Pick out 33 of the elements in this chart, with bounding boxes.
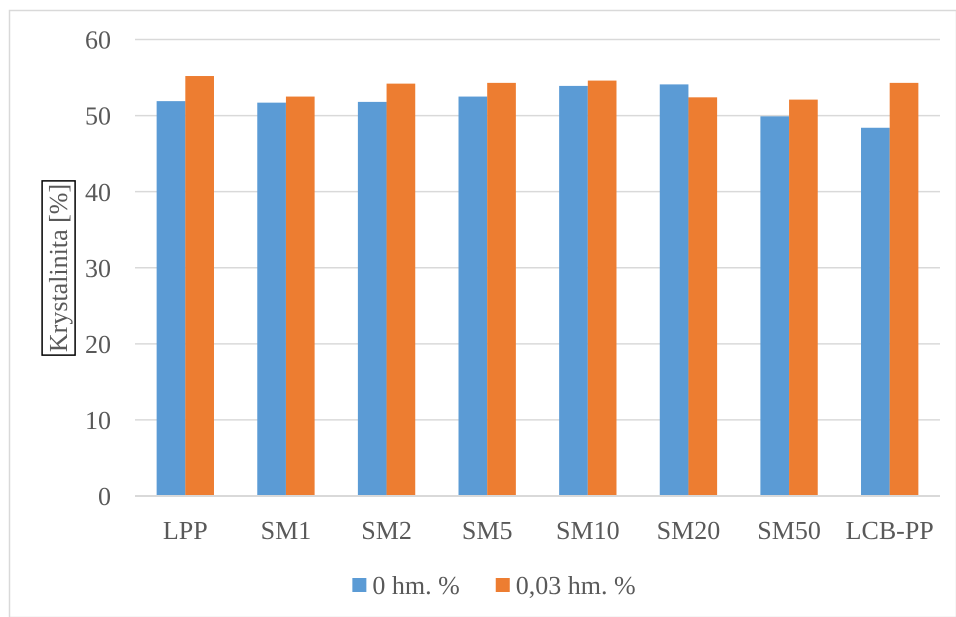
bar xyxy=(286,96,315,496)
x-tick-label: SM1 xyxy=(260,516,312,546)
y-tick-label: 30 xyxy=(85,254,111,283)
x-tick-label: LPP xyxy=(162,516,208,546)
bar xyxy=(358,102,387,496)
bar xyxy=(185,76,214,496)
x-tick-label: SM20 xyxy=(656,516,720,546)
x-tick-label: SM50 xyxy=(757,516,821,546)
bar xyxy=(890,82,918,496)
y-tick-label: 50 xyxy=(85,102,111,131)
bar xyxy=(257,102,286,496)
bar xyxy=(760,116,790,496)
y-tick-label: 20 xyxy=(85,330,111,359)
y-tick-label: 40 xyxy=(85,178,111,207)
bar xyxy=(156,101,186,496)
x-tick-label: LCB-PP xyxy=(846,516,934,546)
y-tick-label: 0 xyxy=(98,482,111,512)
bar xyxy=(588,80,616,496)
bar xyxy=(789,100,818,496)
x-tick-label: SM2 xyxy=(361,516,412,546)
x-tick-label: SM10 xyxy=(556,516,620,546)
legend-label: 0,03 hm. % xyxy=(516,571,636,600)
bar xyxy=(861,128,890,496)
bar xyxy=(458,96,488,496)
bar xyxy=(688,97,718,496)
bar xyxy=(386,84,416,496)
x-tick-label: SM5 xyxy=(462,516,512,546)
y-tick-label: 10 xyxy=(85,406,111,436)
legend-label: 0 hm. % xyxy=(372,571,460,600)
bar xyxy=(559,86,588,496)
bar xyxy=(487,82,516,496)
bar xyxy=(660,84,688,496)
y-tick-label: 60 xyxy=(85,26,111,55)
